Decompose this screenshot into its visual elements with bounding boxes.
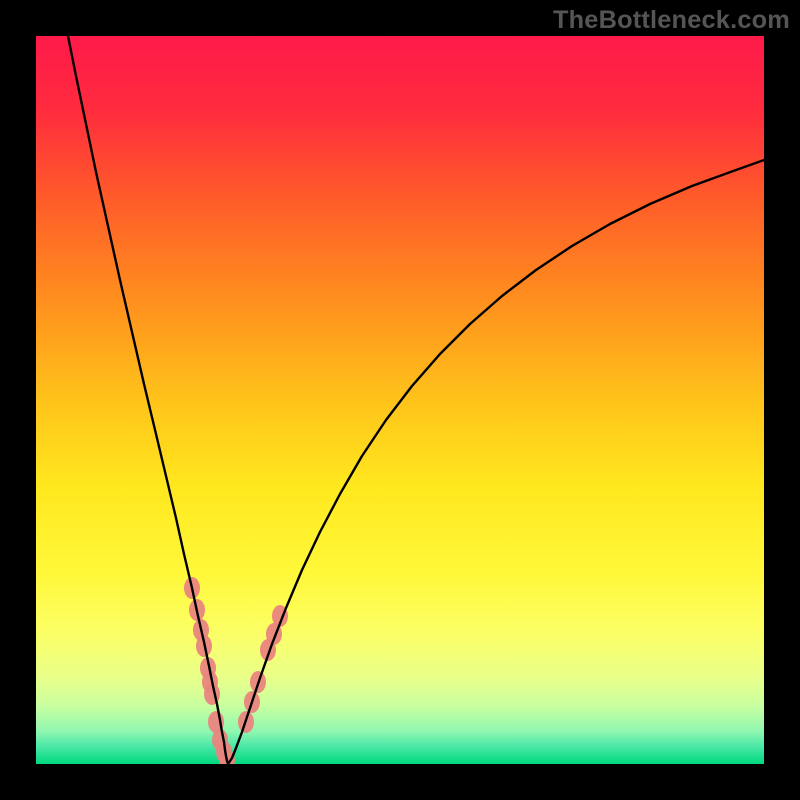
plot-area xyxy=(36,36,764,764)
chart-frame: TheBottleneck.com xyxy=(0,0,800,800)
watermark-text: TheBottleneck.com xyxy=(553,6,790,35)
bottleneck-curve-svg xyxy=(36,36,764,764)
